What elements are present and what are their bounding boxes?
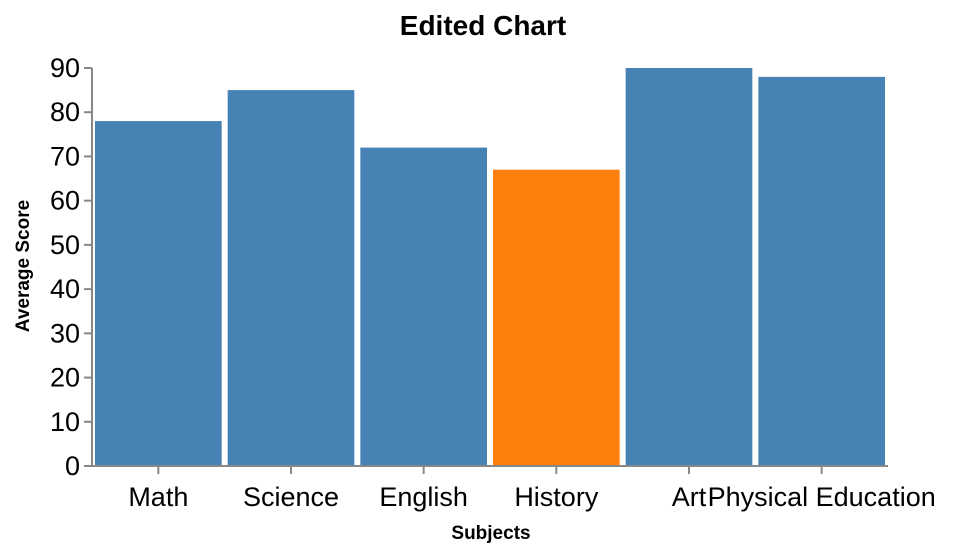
y-tick-label: 40 (50, 274, 80, 304)
y-tick-label: 60 (50, 186, 80, 216)
bars-group (95, 68, 885, 467)
y-tick-label: 50 (50, 230, 80, 260)
x-tick-label: Science (243, 482, 339, 512)
y-tick-label: 70 (50, 141, 80, 171)
y-tick-label: 80 (50, 97, 80, 127)
x-axis: Math Science English History Art Physical Edu… (92, 465, 936, 512)
x-tick-label: Art (672, 482, 707, 512)
x-tick-label: History (514, 482, 599, 512)
y-tick-label: 0 (65, 451, 80, 481)
bar-history (493, 169, 620, 466)
bar-art (625, 68, 753, 466)
x-tick-label: Physical Education (708, 482, 936, 512)
x-tick-label: English (379, 482, 468, 512)
chart-title: Edited Chart (400, 10, 566, 41)
y-tick-label: 30 (50, 318, 80, 348)
y-tick-label: 90 (50, 53, 80, 83)
y-axis-title: Average Score (13, 200, 34, 332)
y-tick-label: 20 (50, 363, 80, 393)
bar-physical-education (758, 76, 885, 466)
x-axis-title: Subjects (451, 523, 530, 544)
bar-math (95, 121, 222, 467)
bar-english (360, 147, 487, 466)
x-tick-label: Math (128, 482, 188, 512)
bar-science (227, 90, 355, 466)
y-tick-label: 10 (50, 407, 80, 437)
y-axis: 0 10 20 30 40 50 60 70 80 90 (50, 53, 93, 481)
